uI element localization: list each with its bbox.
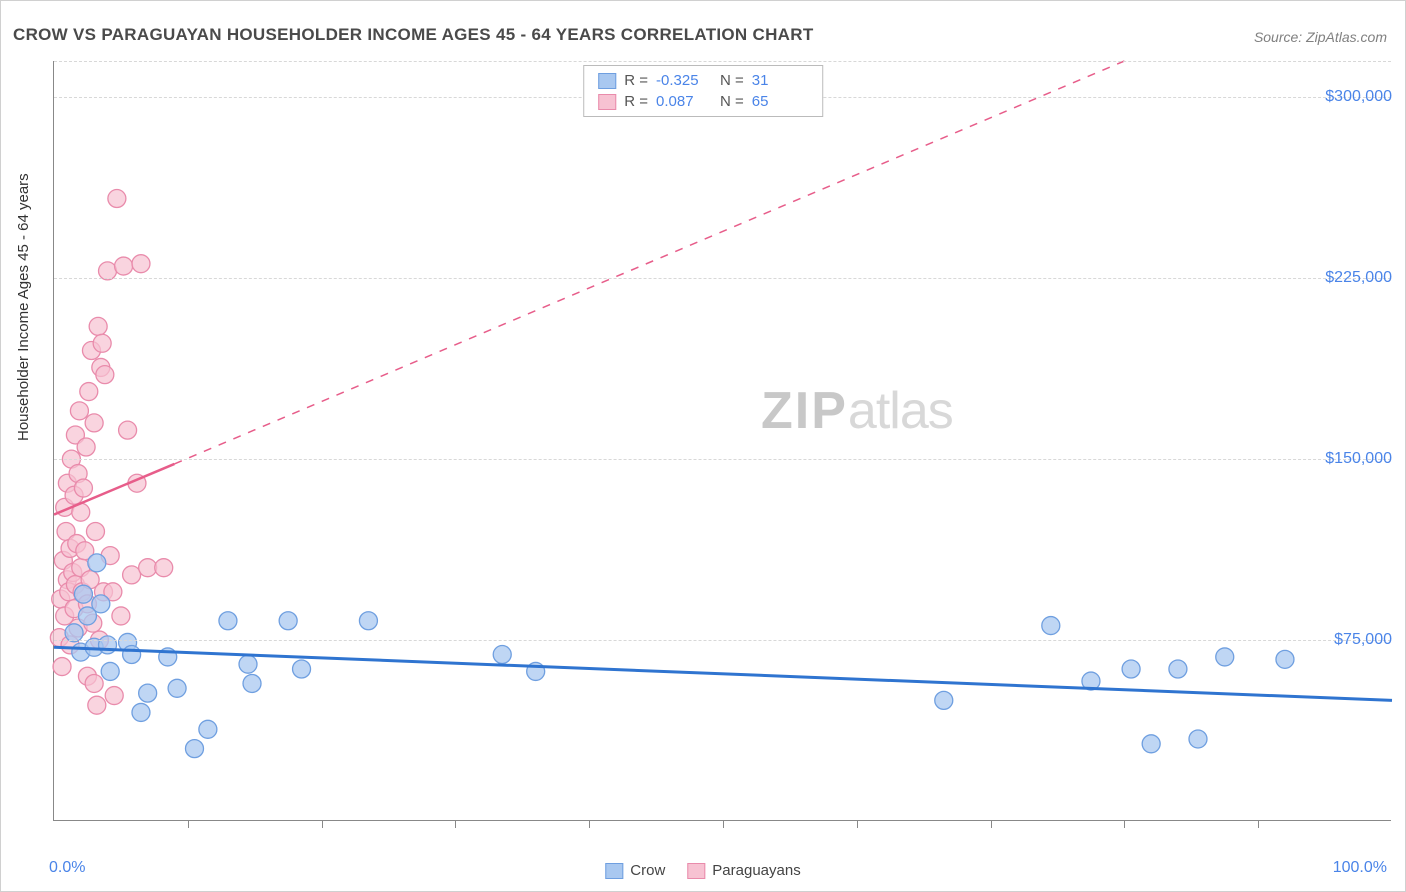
scatter-point <box>88 696 106 714</box>
legend-row-crow: R = -0.325 N = 31 <box>598 70 808 91</box>
scatter-point <box>359 612 377 630</box>
gridline <box>54 278 1391 279</box>
scatter-point <box>168 679 186 697</box>
legend-item-paraguayans: Paraguayans <box>687 862 800 879</box>
swatch-crow-icon <box>605 863 623 879</box>
scatter-point <box>139 559 157 577</box>
legend-label-crow: Crow <box>630 862 665 879</box>
x-tick <box>455 820 456 828</box>
scatter-point <box>53 658 71 676</box>
scatter-point <box>123 566 141 584</box>
scatter-point <box>85 674 103 692</box>
plot-svg <box>54 61 1391 820</box>
scatter-point <box>85 414 103 432</box>
scatter-point <box>112 607 130 625</box>
scatter-point <box>185 740 203 758</box>
scatter-point <box>101 662 119 680</box>
scatter-point <box>96 366 114 384</box>
scatter-point <box>119 421 137 439</box>
scatter-point <box>108 190 126 208</box>
scatter-point <box>132 703 150 721</box>
scatter-point <box>89 317 107 335</box>
scatter-point <box>77 438 95 456</box>
scatter-point <box>293 660 311 678</box>
scatter-point <box>1216 648 1234 666</box>
scatter-point <box>86 522 104 540</box>
swatch-paraguayans-icon <box>687 863 705 879</box>
legend-item-crow: Crow <box>605 862 665 879</box>
x-tick <box>723 820 724 828</box>
scatter-point <box>80 383 98 401</box>
y-tick-label: $150,000 <box>1272 450 1392 468</box>
scatter-point <box>239 655 257 673</box>
scatter-point <box>493 646 511 664</box>
scatter-point <box>115 257 133 275</box>
scatter-point <box>219 612 237 630</box>
source-attribution: Source: ZipAtlas.com <box>1254 29 1387 45</box>
r-label: R = <box>624 93 648 110</box>
gridline <box>54 61 1391 62</box>
scatter-point <box>1189 730 1207 748</box>
y-tick-label: $225,000 <box>1272 269 1392 287</box>
x-axis-max-label: 100.0% <box>1333 859 1387 877</box>
regression-extrapolation-paraguayans <box>174 61 1124 464</box>
scatter-point <box>132 255 150 273</box>
scatter-point <box>243 674 261 692</box>
y-tick-label: $300,000 <box>1272 88 1392 106</box>
gridline <box>54 640 1391 641</box>
y-axis-title: Householder Income Ages 45 - 64 years <box>15 173 32 441</box>
x-tick <box>1124 820 1125 828</box>
scatter-point <box>93 334 111 352</box>
r-label: R = <box>624 72 648 89</box>
y-tick-label: $75,000 <box>1272 631 1392 649</box>
scatter-point <box>155 559 173 577</box>
scatter-point <box>1169 660 1187 678</box>
n-value-paraguayans: 65 <box>752 93 808 110</box>
x-tick <box>857 820 858 828</box>
n-label: N = <box>720 93 744 110</box>
correlation-legend: R = -0.325 N = 31 R = 0.087 N = 65 <box>583 65 823 117</box>
scatter-point <box>1042 617 1060 635</box>
swatch-crow <box>598 73 616 89</box>
x-tick <box>589 820 590 828</box>
scatter-point <box>74 585 92 603</box>
gridline <box>54 459 1391 460</box>
scatter-point <box>123 646 141 664</box>
scatter-point <box>74 479 92 497</box>
scatter-point <box>1122 660 1140 678</box>
scatter-point <box>935 691 953 709</box>
x-tick <box>322 820 323 828</box>
scatter-point <box>1142 735 1160 753</box>
scatter-point <box>279 612 297 630</box>
scatter-point <box>70 402 88 420</box>
x-axis-min-label: 0.0% <box>49 859 85 877</box>
r-value-paraguayans: 0.087 <box>656 93 712 110</box>
r-value-crow: -0.325 <box>656 72 712 89</box>
scatter-point <box>99 636 117 654</box>
x-tick <box>188 820 189 828</box>
legend-label-paraguayans: Paraguayans <box>712 862 800 879</box>
scatter-point <box>199 720 217 738</box>
chart-title: CROW VS PARAGUAYAN HOUSEHOLDER INCOME AG… <box>13 25 814 45</box>
n-value-crow: 31 <box>752 72 808 89</box>
x-tick <box>991 820 992 828</box>
x-tick <box>1258 820 1259 828</box>
scatter-point <box>92 595 110 613</box>
scatter-point <box>1276 650 1294 668</box>
legend-row-paraguayans: R = 0.087 N = 65 <box>598 91 808 112</box>
scatter-point <box>139 684 157 702</box>
series-legend: Crow Paraguayans <box>605 862 800 879</box>
scatter-point <box>105 687 123 705</box>
swatch-paraguayans <box>598 94 616 110</box>
plot-area: $75,000 $150,000 $225,000 $300,000 <box>53 61 1391 821</box>
chart-container: CROW VS PARAGUAYAN HOUSEHOLDER INCOME AG… <box>0 0 1406 892</box>
n-label: N = <box>720 72 744 89</box>
scatter-point <box>88 554 106 572</box>
